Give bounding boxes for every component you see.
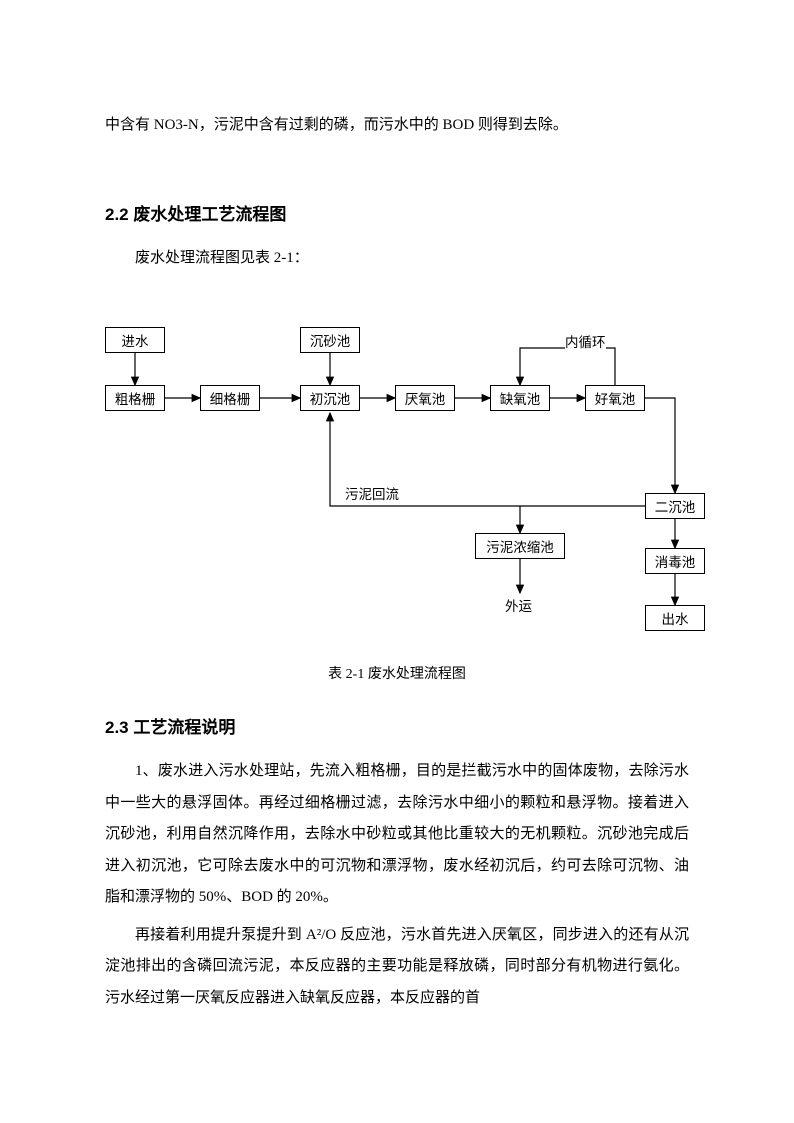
node-yanyangchi: 厌氧池	[395, 385, 455, 411]
section-2-3-p1: 1、废水进入污水处理站，先流入粗格栅，目的是拦截污水中的固体废物，去除污水中一些…	[105, 756, 689, 914]
node-jinshui: 进水	[105, 327, 165, 353]
node-xiaoduchi: 消毒池	[645, 548, 705, 574]
section-2-2-title: 2.2 废水处理工艺流程图	[105, 200, 689, 225]
node-erchenchi: 二沉池	[645, 493, 705, 519]
node-chuchenchi: 初沉池	[300, 385, 360, 411]
node-queyangchi: 缺氧池	[490, 385, 550, 411]
figure-caption: 表 2-1 废水处理流程图	[105, 663, 689, 683]
flowchart: 进水 粗格栅 细格栅 沉砂池 初沉池 厌氧池 缺氧池 好氧池 二沉池 消毒池 出…	[105, 323, 689, 653]
label-neixunhuan: 内循环	[565, 331, 606, 351]
intro-text: 中含有 NO3-N，污泥中含有过剩的磷，而污水中的 BOD 则得到去除。	[105, 110, 689, 140]
node-chushui: 出水	[645, 605, 705, 631]
section-2-2-lead: 废水处理流程图见表 2-1：	[105, 243, 689, 273]
node-haoyangchi: 好氧池	[585, 385, 645, 411]
label-waiyun: 外运	[505, 595, 532, 615]
label-wunihuiliu: 污泥回流	[345, 483, 399, 503]
node-wuninongsuo: 污泥浓缩池	[475, 533, 565, 559]
section-2-3-p2: 再接着利用提升泵提升到 A²/O 反应池，污水首先进入厌氧区，同步进入的还有从沉…	[105, 920, 689, 1015]
node-xigeshan: 细格栅	[200, 385, 260, 411]
node-cugeshan: 粗格栅	[105, 385, 165, 411]
node-chenshachi: 沉砂池	[300, 327, 360, 353]
section-2-3-title: 2.3 工艺流程说明	[105, 713, 689, 738]
